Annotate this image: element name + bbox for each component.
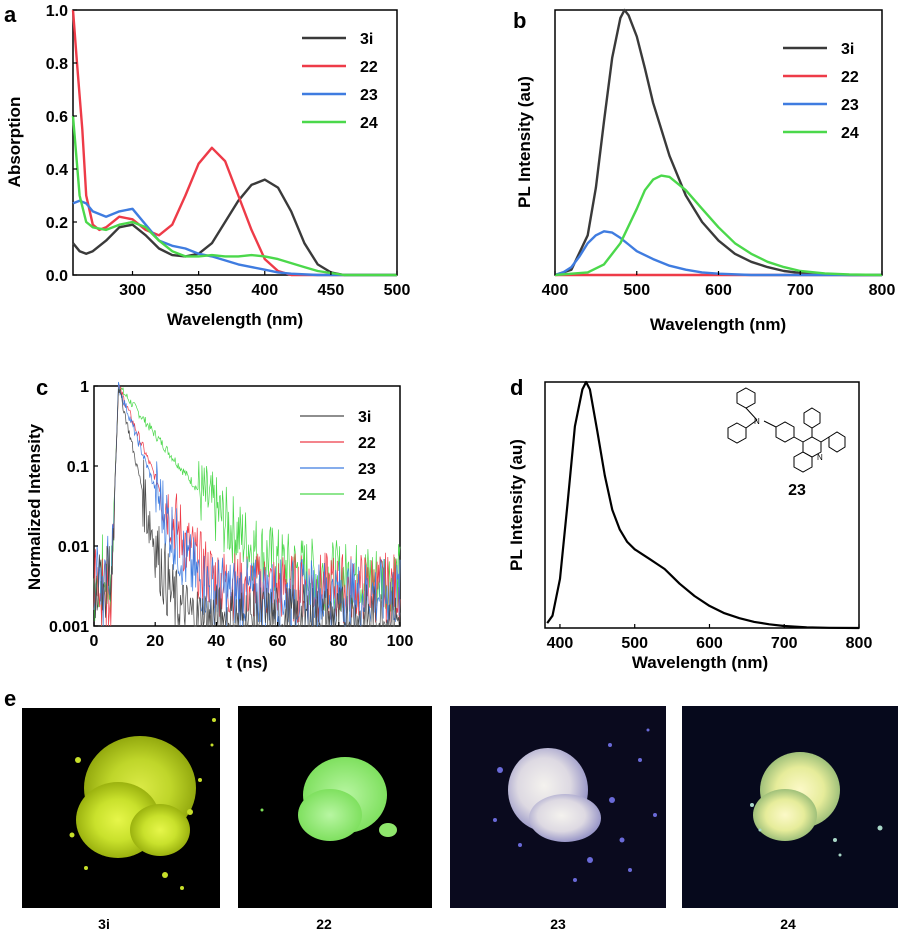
xtick-a-4: 500 — [384, 282, 411, 299]
chart-b-ylabel: PL Intensity (au) — [515, 76, 534, 208]
panel-label-a: a — [4, 2, 17, 27]
xtick-c-1: 20 — [146, 633, 164, 650]
ytick-c-1: 0.01 — [58, 539, 89, 556]
photo-22 — [238, 706, 432, 908]
molecule-23-structure: N N — [727, 387, 846, 473]
series-a-24 — [71, 115, 397, 277]
xtick-a-2: 400 — [251, 282, 278, 299]
chart-a: 300 350 400 450 500 0.0 0.2 0.4 0.6 0.8 1.0 Wavele… — [5, 3, 410, 329]
chart-c: 0 20 40 60 80 100 0.001 0.01 0.1 1 t (ns) Normali… — [25, 379, 413, 672]
legend-label-b-23: 23 — [841, 97, 859, 114]
legend-label-a-24: 24 — [360, 115, 378, 132]
panel-label-d: d — [510, 375, 523, 400]
photo-24 — [682, 706, 898, 908]
photo-3i — [22, 708, 220, 908]
xtick-c-5: 100 — [387, 633, 414, 650]
panel-label-b: b — [513, 8, 526, 33]
xtick-b-1: 500 — [623, 282, 650, 299]
legend-label-c-22: 22 — [358, 435, 376, 452]
ytick-a-0: 0.0 — [46, 268, 68, 285]
chart-a-legend: 3i 22 23 24 — [302, 31, 378, 132]
molecule-23-label: 23 — [788, 482, 806, 499]
xtick-a-1: 350 — [185, 282, 212, 299]
chart-d: 400 500 600 700 800 Wavelength (nm) PL Inten… — [507, 380, 873, 672]
chart-a-xlabel: Wavelength (nm) — [167, 310, 303, 329]
xtick-b-0: 400 — [542, 282, 569, 299]
series-c-3i — [93, 388, 401, 627]
legend-label-a-23: 23 — [360, 87, 378, 104]
xtick-a-3: 450 — [318, 282, 345, 299]
chart-b-frame — [554, 9, 883, 276]
xtick-c-2: 40 — [208, 633, 226, 650]
chart-c-ylabel: Normalized Intensity — [25, 423, 44, 590]
series-a-23 — [72, 199, 397, 277]
photo-23 — [450, 706, 666, 908]
xtick-b-4: 800 — [869, 282, 896, 299]
ytick-a-5: 1.0 — [46, 3, 68, 20]
series-d-23 — [546, 380, 860, 630]
ytick-c-0: 0.001 — [49, 619, 89, 636]
xtick-c-4: 80 — [330, 633, 348, 650]
legend-label-c-23: 23 — [358, 461, 376, 478]
legend-label-c-24: 24 — [358, 487, 376, 504]
xtick-a-0: 300 — [119, 282, 146, 299]
chart-c-legend: 3i 22 23 24 — [300, 409, 376, 504]
chart-d-xlabel: Wavelength (nm) — [632, 653, 768, 672]
ytick-a-4: 0.8 — [46, 56, 68, 73]
panel-label-e: e — [4, 686, 16, 711]
series-b-3i — [554, 8, 882, 277]
ytick-c-3: 1 — [80, 379, 89, 396]
xtick-d-1: 500 — [621, 635, 648, 652]
xtick-c-3: 60 — [269, 633, 287, 650]
ytick-a-2: 0.4 — [46, 162, 68, 179]
chart-c-xlabel: t (ns) — [226, 653, 268, 672]
legend-label-b-22: 22 — [841, 69, 859, 86]
xtick-d-3: 700 — [771, 635, 798, 652]
series-a-3i — [72, 178, 397, 277]
chart-d-frame — [544, 381, 860, 629]
series-c-23 — [93, 381, 401, 627]
legend-label-c-3i: 3i — [358, 409, 371, 426]
photo-caption-24: 24 — [780, 916, 796, 932]
xtick-b-3: 700 — [787, 282, 814, 299]
ytick-a-3: 0.6 — [46, 109, 68, 126]
xtick-d-0: 400 — [547, 635, 574, 652]
series-b-23 — [554, 230, 882, 277]
xtick-d-2: 600 — [696, 635, 723, 652]
ytick-c-2: 0.1 — [67, 459, 89, 476]
series-a-22 — [71, 9, 397, 277]
xtick-b-2: 600 — [705, 282, 732, 299]
chart-a-ylabel: Absorption — [5, 97, 24, 188]
chart-b-xlabel: Wavelength (nm) — [650, 315, 786, 334]
legend-label-a-22: 22 — [360, 59, 378, 76]
chart-a-frame — [72, 9, 398, 276]
xtick-c-0: 0 — [90, 633, 99, 650]
chart-b-legend: 3i 22 23 24 — [783, 41, 859, 142]
photo-caption-3i: 3i — [98, 916, 110, 932]
svg-text:N: N — [817, 453, 823, 462]
photo-caption-22: 22 — [316, 916, 332, 932]
legend-label-a-3i: 3i — [360, 31, 373, 48]
ytick-a-1: 0.2 — [46, 215, 68, 232]
series-b-24 — [554, 174, 883, 277]
legend-label-b-24: 24 — [841, 125, 859, 142]
svg-text:N: N — [754, 417, 760, 426]
legend-label-b-3i: 3i — [841, 41, 854, 58]
chart-d-ylabel: PL Intensity (au) — [507, 439, 526, 571]
xtick-d-4: 800 — [846, 635, 873, 652]
panel-label-c: c — [36, 375, 48, 400]
chart-b: 400 500 600 700 800 Wavelength (nm) PL Inten… — [515, 8, 896, 334]
photo-caption-23: 23 — [550, 916, 566, 932]
